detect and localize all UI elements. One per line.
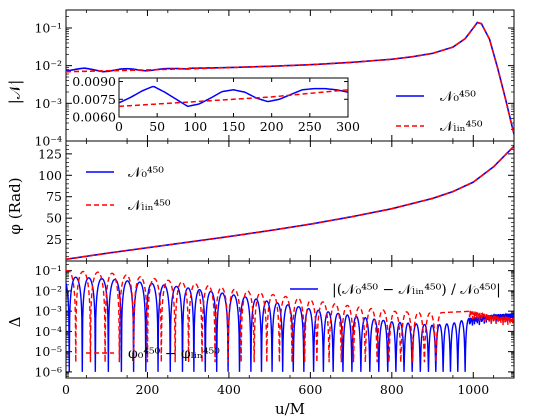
phase-legend: 𝒩₀⁴⁵⁰ 𝒩ₗᵢₙ⁴⁵⁰	[86, 165, 171, 214]
phase-ytick-label: 75	[46, 189, 62, 204]
phase-series-line	[66, 145, 514, 261]
difference-ytick-label: 10⁻⁵	[34, 344, 62, 359]
x-tick-label: 800	[380, 382, 404, 397]
inset-frame	[118, 77, 349, 118]
x-tick-label: 200	[136, 382, 160, 397]
x-tick-label: 600	[298, 382, 322, 397]
inset-xtick-label: 50	[149, 119, 165, 134]
phase-ytick-label: 125	[38, 146, 62, 161]
difference-legend: |(𝒩₀⁴⁵⁰ − 𝒩ₗᵢₙ⁴⁵⁰) / 𝒩₀⁴⁵⁰| φ₀⁴⁵⁰ − φₗᵢₙ⁴…	[86, 282, 501, 362]
amplitude-ytick-label: 10⁻²	[34, 58, 62, 73]
difference-ytick-label: 10⁻⁴	[34, 324, 62, 339]
inset-ytick-label: 0.0090	[72, 74, 116, 89]
amplitude-ytick-label: 10⁻¹	[34, 20, 62, 35]
y-axis-label-phase: φ (Rad)	[6, 177, 24, 234]
inset-xtick-label: 100	[183, 119, 207, 134]
difference-series-line	[66, 276, 514, 372]
inset-series-line	[119, 85, 348, 108]
legend-label: |(𝒩₀⁴⁵⁰ − 𝒩ₗᵢₙ⁴⁵⁰) / 𝒩₀⁴⁵⁰|	[332, 282, 501, 298]
inset-xtick-label: 200	[260, 119, 284, 134]
inset-ytick-label: 0.0075	[72, 92, 116, 107]
x-tick-label: 400	[217, 382, 241, 397]
amplitude-legend: 𝒩₀⁴⁵⁰ 𝒩ₗᵢₙ⁴⁵⁰	[396, 89, 483, 135]
y-axis-label-amplitude: |𝒩|	[6, 80, 24, 104]
inset-xtick-label: 250	[298, 119, 322, 134]
amplitude-panel: 10⁻¹ 10⁻² 10⁻³ 10⁻⁴ 𝒩₀⁴⁵⁰ 𝒩ₗᵢₙ⁴⁵⁰	[34, 9, 515, 149]
legend-label: 𝒩₀⁴⁵⁰	[128, 165, 164, 181]
legend-label: 𝒩₀⁴⁵⁰	[440, 89, 476, 105]
phase-ytick-label: 25	[46, 232, 62, 247]
difference-ytick-label: 10⁻¹	[34, 263, 62, 278]
inset-series-line	[119, 89, 348, 108]
x-tick-label: 0	[62, 382, 70, 397]
inset-xtick-label: 300	[336, 119, 360, 134]
difference-ytick-label: 10⁻³	[34, 304, 62, 319]
x-axis-label: u/M	[275, 400, 305, 418]
phase-ytick-label: 50	[46, 211, 62, 226]
difference-ytick-label: 10⁻²	[34, 283, 62, 298]
phase-panel: 125 100 75 50 25 𝒩₀⁴⁵⁰ 𝒩ₗᵢₙ⁴⁵⁰	[38, 140, 515, 262]
x-tick-label: 1000	[457, 382, 489, 397]
amplitude-ytick-label: 10⁻³	[34, 96, 62, 111]
amplitude-series-line	[66, 21, 514, 135]
legend-label: φ₀⁴⁵⁰ − φₗᵢₙ⁴⁵⁰	[128, 346, 220, 362]
inset-ytick-label: 0.0060	[72, 110, 116, 125]
difference-panel: 10⁻¹ 10⁻² 10⁻³ 10⁻⁴ 10⁻⁵ 10⁻⁶0 200 400 600 800 100…	[34, 260, 515, 397]
phase-ytick-label: 100	[38, 168, 62, 183]
difference-series-line	[66, 269, 514, 363]
legend-label: 𝒩ₗᵢₙ⁴⁵⁰	[128, 198, 171, 214]
inset-xtick-label: 150	[222, 119, 246, 134]
y-axis-label-difference: Δ	[6, 316, 24, 327]
legend-label: 𝒩ₗᵢₙ⁴⁵⁰	[440, 119, 483, 135]
difference-ytick-label: 10⁻⁶	[34, 364, 62, 379]
amplitude-inset: 0 50 100 150 200 250 300 0.0090 0.0075 0.0060	[72, 74, 360, 134]
inset-xtick-label: 0	[115, 119, 123, 134]
amplitude-ytick-label: 10⁻⁴	[34, 134, 62, 149]
